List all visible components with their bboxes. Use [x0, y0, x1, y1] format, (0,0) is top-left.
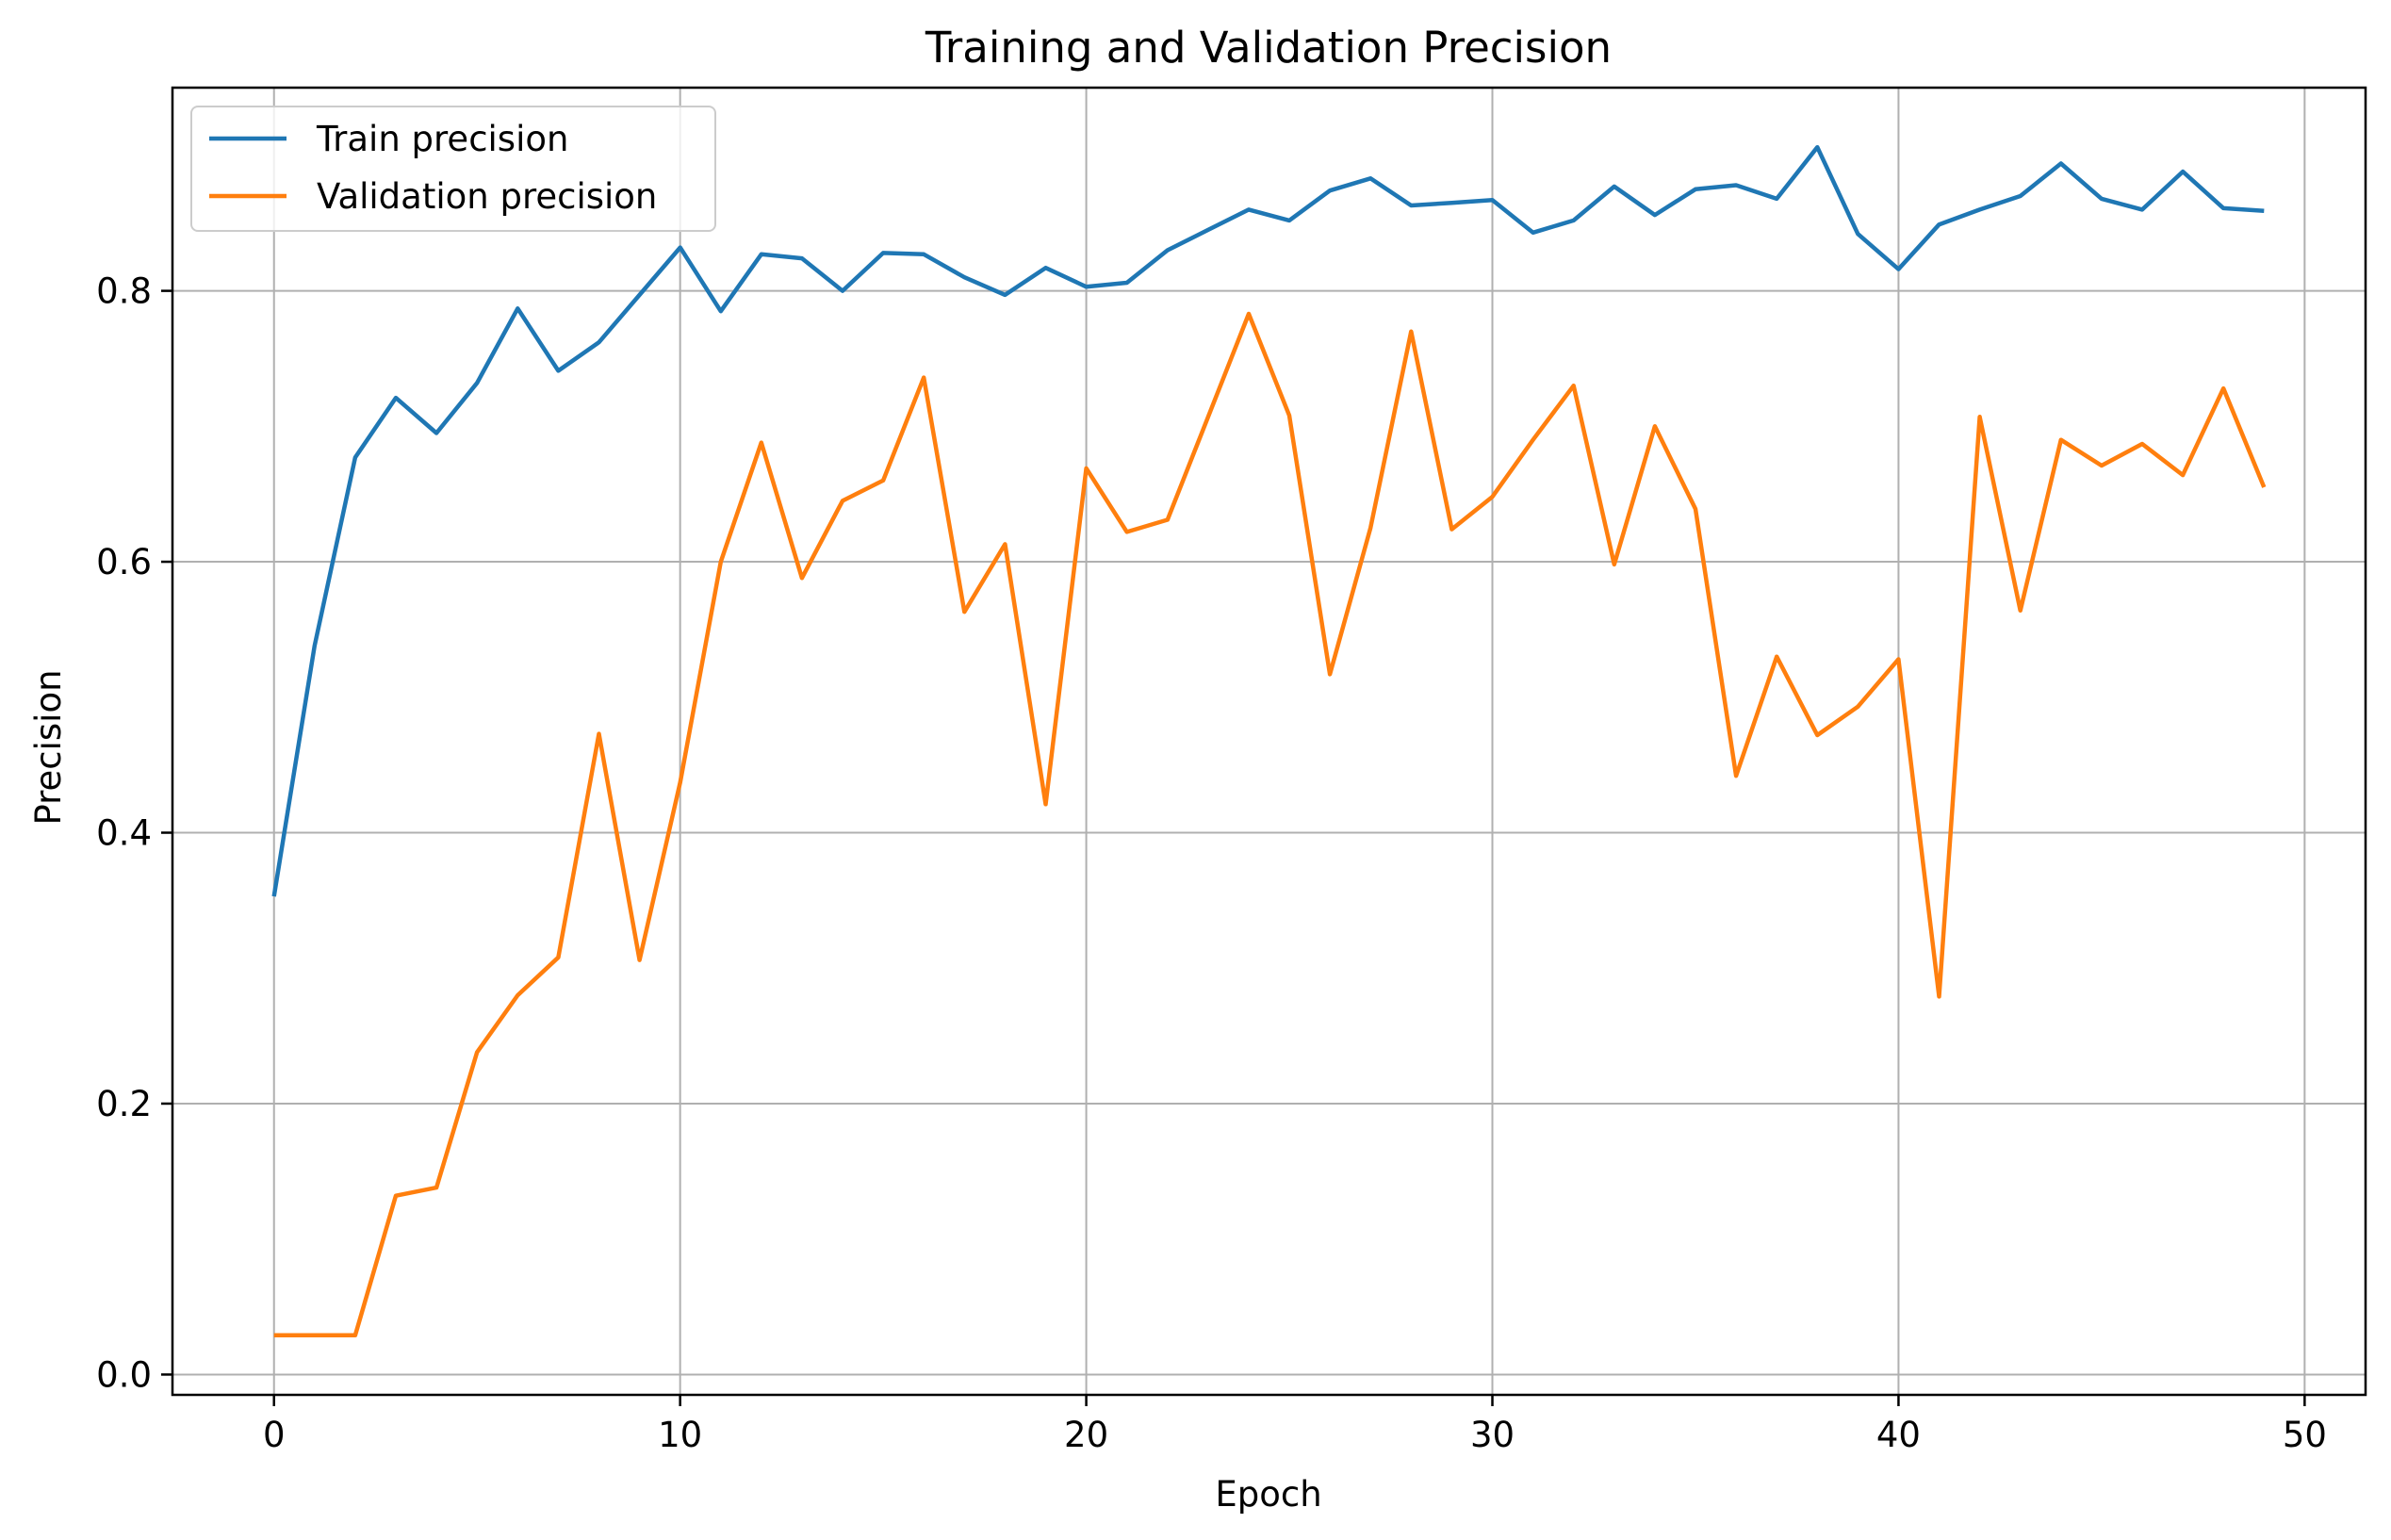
validation-precision-line	[273, 311, 2267, 1338]
legend-box	[190, 106, 716, 232]
series-lines	[271, 144, 2267, 1338]
plot-area	[172, 88, 2366, 1395]
y-tick-label: 0.4	[96, 813, 152, 854]
x-tick-label: 50	[2283, 1415, 2327, 1455]
x-axis-label: Epoch	[1215, 1474, 1321, 1515]
y-tick-label: 0.0	[96, 1354, 152, 1395]
x-tick-label: 40	[1876, 1415, 1921, 1455]
chart-title: Training and Validation Precision	[925, 23, 1612, 73]
x-axis-ticks: 0 10 20 30 40 50	[263, 1395, 2327, 1455]
legend-label-train: Train precision	[316, 119, 568, 159]
x-tick-label: 20	[1064, 1415, 1108, 1455]
x-tick-label: 0	[263, 1415, 286, 1455]
y-tick-label: 0.6	[96, 542, 152, 582]
plot-frame	[171, 86, 2367, 1397]
legend-label-validation: Validation precision	[317, 176, 657, 217]
legend: Train precision Validation precision	[190, 106, 716, 232]
grid-lines	[172, 88, 2366, 1395]
x-tick-label: 10	[658, 1415, 702, 1455]
y-tick-label: 0.8	[96, 271, 152, 312]
x-tick-label: 30	[1470, 1415, 1515, 1455]
y-axis-ticks: 0.0 0.2 0.4 0.6 0.8	[96, 271, 172, 1395]
y-tick-label: 0.2	[96, 1084, 152, 1124]
y-axis-label: Precision	[28, 669, 69, 825]
train-precision-line	[271, 144, 2265, 897]
